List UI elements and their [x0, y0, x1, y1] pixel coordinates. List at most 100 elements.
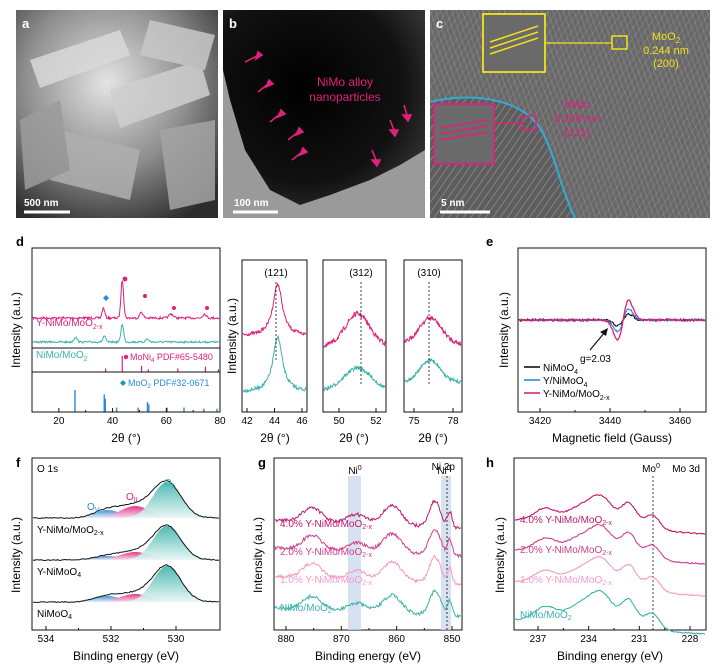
nimo-fringes — [439, 119, 489, 141]
sample-label-2: 1.0% Y-NiMo/MoO2-x — [520, 575, 612, 587]
nanoparticle-label-1: NiMo alloy — [317, 75, 373, 89]
panel-c: c MoO2 0.244 nm (200) NiMo 0.208 nm (121… — [429, 10, 710, 219]
ni0-label-2: Ni0 — [437, 465, 450, 477]
panel-letter: g — [258, 455, 266, 470]
xrd-zoom-310-frame — [403, 259, 463, 413]
x-axis-label: 2θ (°) — [339, 431, 368, 445]
legend-moni4-label: MoNi4 PDF#65-5480 — [130, 352, 213, 364]
x-tick-label: 60 — [161, 416, 173, 427]
envelope-fit — [32, 479, 220, 519]
series-nimo-moo2 — [514, 589, 706, 635]
x-tick-label: 880 — [278, 634, 295, 645]
x-axis-label: 2θ (°) — [418, 431, 447, 445]
label-ol: OL — [164, 478, 176, 490]
y-axis-label: Intensity (a.u.) — [225, 298, 239, 374]
mo3d-x-ticks: 237 234 231 228 — [530, 626, 699, 645]
peak-ol — [33, 526, 219, 560]
x-tick-label: 20 — [53, 416, 65, 427]
x-tick-label: 52 — [370, 416, 382, 427]
nanoparticle-label-2: nanoparticles — [309, 90, 380, 104]
g-value-annotation: g=2.03 — [580, 328, 611, 365]
epr-x-ticks: 3420 3440 3460 — [529, 408, 692, 427]
legend-moo2-label: MoO2 PDF#32-0671 — [128, 378, 209, 390]
scale-label: 5 nm — [441, 198, 464, 209]
sample-label-1: 2.0% Y-NiMo/MoO2-x — [280, 547, 372, 559]
sample-label-1: 2.0% Y-NiMo/MoO2-x — [520, 545, 612, 557]
x-axis-label: 2θ (°) — [111, 431, 140, 445]
series-1pct — [514, 555, 706, 598]
panel-d: d Intensity (a.u.) Y-NiMo/MoO2-x NiMo/Mo… — [9, 234, 463, 445]
moni4-marker — [123, 354, 129, 360]
zoom121-series-nimo-moo2 — [242, 334, 307, 394]
x-tick-label: 237 — [530, 634, 547, 645]
x-axis-label: Binding energy (eV) — [557, 649, 663, 663]
sample-label-3: NiMo/MoO2 — [520, 610, 572, 622]
mo3d-frame — [513, 457, 707, 631]
y-axis-label: Intensity (a.u.) — [9, 517, 23, 593]
mo3d-title: Mo 3d — [672, 464, 700, 475]
xrd-series-nimo-moo2 — [32, 323, 220, 345]
nimo-plane: (121) — [564, 127, 590, 139]
x-axis-label: 2θ (°) — [260, 431, 289, 445]
xrd-x-ticks: 20 40 60 80 — [53, 408, 226, 427]
y-axis-label: Intensity (a.u.) — [497, 292, 511, 368]
x-axis-label: Binding energy (eV) — [73, 649, 179, 663]
xrd-series-y-nimo-moo2x — [32, 280, 220, 321]
sample-label-1: Y-NiMoO4 — [37, 567, 81, 579]
moo2-plane: (200) — [653, 58, 679, 70]
zoom312-series-y-nimo-moo2x — [323, 310, 386, 348]
series-1pct — [274, 554, 462, 587]
peak-label-121: (121) — [264, 268, 287, 279]
panel-b: b NiMo alloy nanoparticles 100 nm — [223, 10, 425, 218]
panel-letter: c — [436, 16, 443, 31]
x-tick-label: 3460 — [669, 416, 692, 427]
moo2-legend-marker — [120, 380, 126, 386]
moo2-inset — [482, 13, 546, 73]
x-tick-label: 860 — [388, 634, 405, 645]
legend-y-nimo-moo2x: Y-NiMo/MoO2-x — [543, 389, 610, 402]
x-tick-label: 850 — [444, 634, 461, 645]
series-2pct — [514, 523, 706, 566]
ni0-band-2 — [441, 476, 451, 630]
epr-frame — [517, 247, 707, 413]
zoom121-x-ticks: 42 44 46 — [241, 408, 308, 427]
panel-letter: f — [16, 455, 21, 470]
x-tick-label: 78 — [447, 416, 459, 427]
peak-label-310: (310) — [417, 268, 440, 279]
nimo-d-spacing: 0.208 nm — [554, 113, 600, 125]
x-tick-label: 42 — [241, 416, 253, 427]
o1s-title: O 1s — [37, 464, 58, 475]
xrd-ref-frame — [31, 371, 221, 413]
panel-f: f Intensity (a.u.) O 1s OV OII OL Y-NiMo… — [9, 455, 221, 663]
scale-label: 500 nm — [24, 198, 59, 209]
x-axis-label: Binding energy (eV) — [315, 649, 421, 663]
legend-y-nimoo4: Y/NiMoO4 — [543, 376, 588, 389]
x-tick-label: 44 — [269, 416, 281, 427]
peak-ol — [33, 482, 219, 518]
ni0-label-1: Ni0 — [348, 465, 361, 477]
zoom310-series-nimo-moo2 — [404, 358, 462, 385]
moo2-name: MoO2 — [652, 31, 681, 45]
label-ov: OV — [87, 502, 100, 514]
zoom121-series-y-nimo-moo2x — [242, 283, 307, 337]
legend-moni4: MoNi4 PDF#65-5480 — [123, 352, 213, 364]
label-y-nimo-moo2x: Y-NiMo/MoO2-x — [36, 318, 103, 331]
series-4pct — [274, 499, 462, 531]
y-axis-label: Intensity (a.u.) — [9, 292, 23, 368]
x-tick-label: 532 — [103, 634, 120, 645]
zoom312-series-nimo-moo2 — [323, 364, 386, 392]
panel-letter: e — [486, 234, 493, 249]
envelope-fit — [32, 524, 220, 562]
x-axis-label: Magnetic field (Gauss) — [552, 431, 672, 445]
peak-oii — [33, 552, 219, 560]
epr-series-y-nimo-moo2x — [519, 299, 706, 341]
o1s-spectra — [32, 479, 220, 604]
x-tick-label: 534 — [38, 634, 55, 645]
nimo-name: NiMo — [564, 99, 590, 111]
peak-oii — [33, 594, 219, 602]
sem-rods — [20, 20, 215, 210]
nanoparticle-arrows — [244, 50, 413, 168]
x-tick-label: 40 — [107, 416, 119, 427]
label-oii: OII — [126, 492, 138, 504]
moo2-d-spacing: 0.244 nm — [643, 45, 689, 57]
